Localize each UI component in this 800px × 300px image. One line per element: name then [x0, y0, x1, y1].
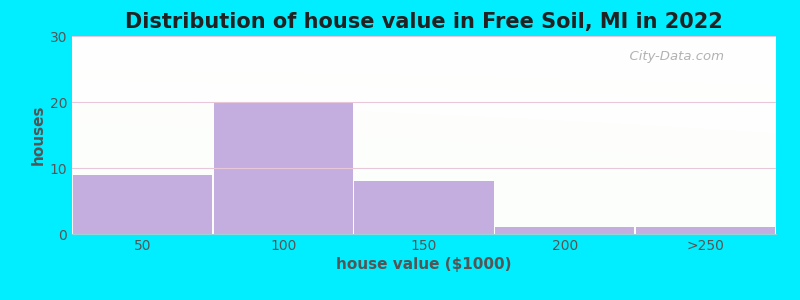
Bar: [214, 102, 353, 234]
Bar: [636, 227, 775, 234]
Bar: [495, 227, 634, 234]
Bar: [354, 181, 494, 234]
Y-axis label: houses: houses: [30, 105, 46, 165]
Text: City-Data.com: City-Data.com: [621, 50, 724, 63]
Bar: [73, 175, 212, 234]
Title: Distribution of house value in Free Soil, MI in 2022: Distribution of house value in Free Soil…: [125, 12, 723, 32]
X-axis label: house value ($1000): house value ($1000): [336, 257, 512, 272]
